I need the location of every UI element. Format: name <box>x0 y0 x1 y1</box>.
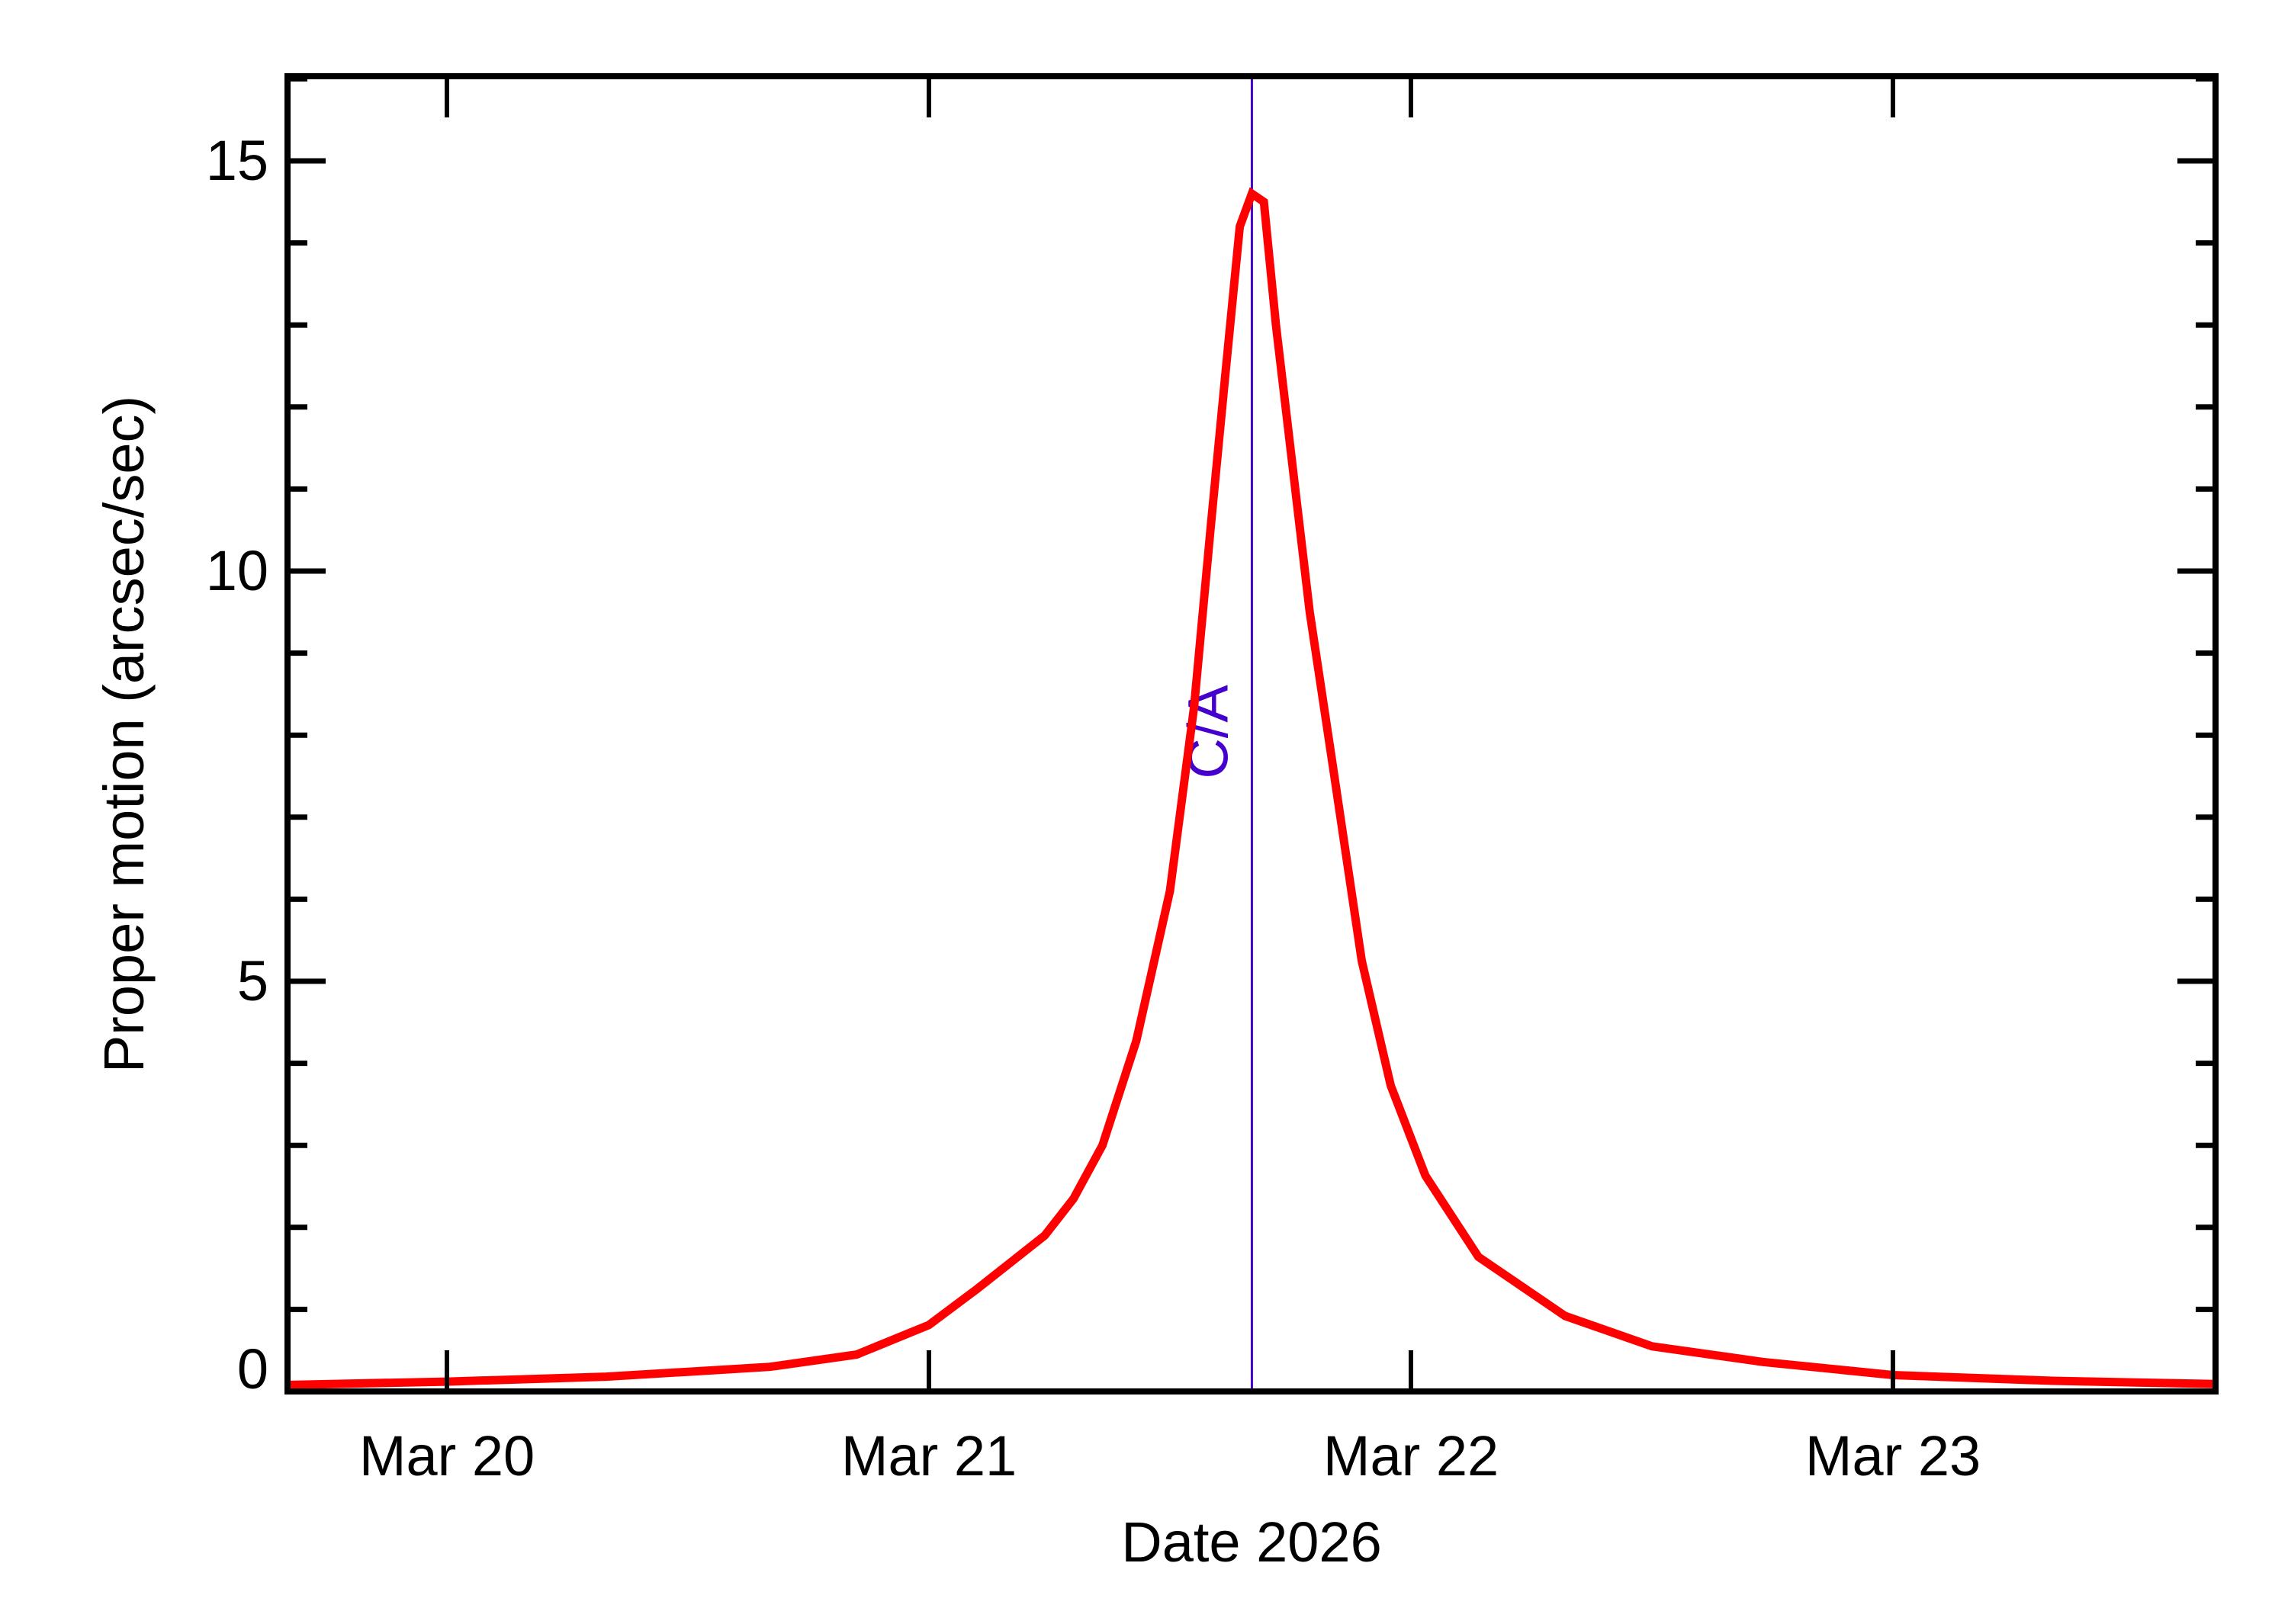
plot-area: C/A <box>288 76 2216 1391</box>
x-tick-label: Mar 22 <box>1323 1424 1499 1488</box>
y-tick-label: 0 <box>237 1337 268 1401</box>
y-axis-tick-labels: 0 5 10 15 <box>206 129 268 1401</box>
x-tick-label: Mar 20 <box>359 1424 535 1488</box>
y-tick-label: 10 <box>206 539 268 602</box>
axes-frame <box>284 73 2219 1395</box>
y-tick-label: 15 <box>206 129 268 192</box>
x-tick-label: Mar 21 <box>841 1424 1017 1488</box>
y-tick-label: 5 <box>237 949 268 1013</box>
proper-motion-curve <box>288 187 2216 1389</box>
x-axis-tick-labels: Mar 20 Mar 21 Mar 22 Mar 23 <box>359 1424 1981 1488</box>
y-axis-label: Proper motion (arcsec/sec) <box>92 396 156 1073</box>
x-axis-label: Date 2026 <box>1121 1510 1382 1574</box>
x-tick-label: Mar 23 <box>1805 1424 1981 1488</box>
